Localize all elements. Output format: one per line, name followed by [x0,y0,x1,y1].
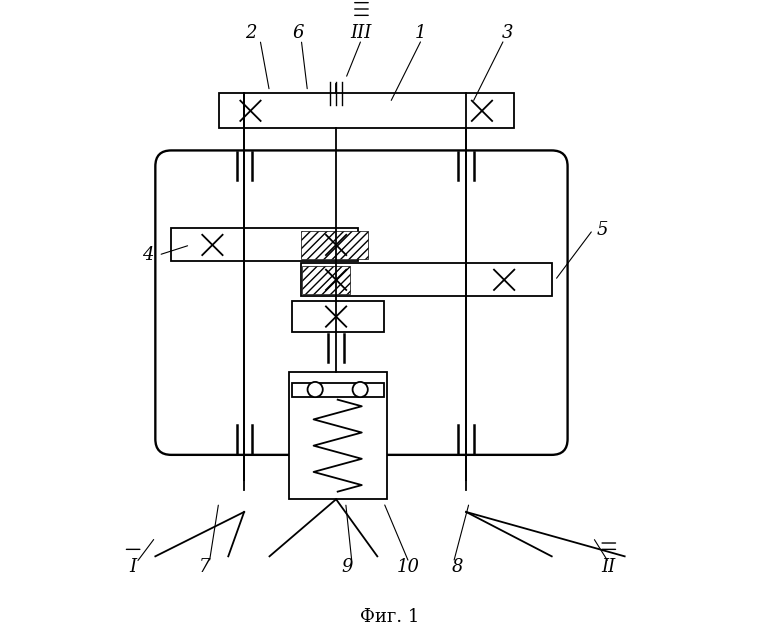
Text: 3: 3 [502,24,513,42]
Bar [171,229,358,261]
Circle shape [353,382,368,397]
Text: 2: 2 [245,24,256,42]
Text: 9: 9 [341,558,353,576]
Text: Фиг. 1: Фиг. 1 [360,608,420,626]
Text: 5: 5 [597,220,608,239]
Bar [292,301,384,333]
Text: I: I [129,558,136,576]
FancyBboxPatch shape [155,150,568,455]
Text: 10: 10 [396,558,420,576]
Circle shape [307,382,323,397]
Bar [292,383,384,396]
Text: II: II [601,558,616,576]
Bar [301,231,368,259]
Text: 6: 6 [292,24,303,42]
Text: 4: 4 [142,246,154,264]
Bar [218,94,514,128]
Text: 7: 7 [199,558,211,576]
Text: 8: 8 [452,558,463,576]
Text: III: III [351,24,372,42]
Bar [301,263,551,296]
Bar [303,266,350,294]
Text: 1: 1 [415,24,426,42]
Bar [289,373,387,499]
